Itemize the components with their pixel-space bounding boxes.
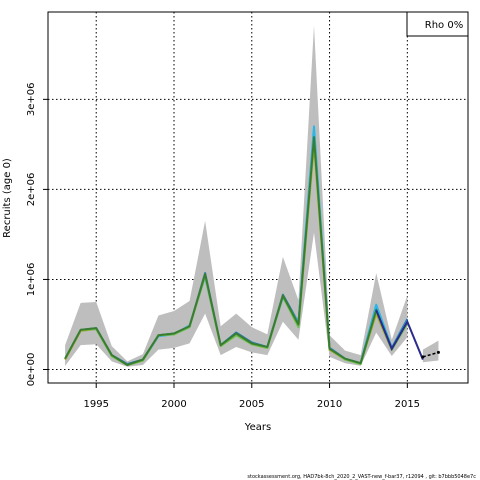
- legend-label: Rho 0%: [425, 20, 463, 31]
- legend: Rho 0%: [406, 11, 469, 37]
- forecast-point: [421, 355, 425, 359]
- confidence-band: [65, 25, 439, 367]
- x-tick-label: 1995: [83, 399, 108, 410]
- y-tick-label: 1e+06: [26, 263, 37, 297]
- x-axis: 1995 2000 2005 2010 2015: [83, 383, 420, 410]
- y-axis-label: Recruits (age 0): [2, 158, 13, 238]
- x-tick-label: 2010: [317, 399, 342, 410]
- x-axis-label: Years: [244, 422, 271, 433]
- x-tick-label: 2000: [161, 399, 186, 410]
- footer-credit: stockassessment.org, HAD7bk-8ch_2020_2_V…: [247, 474, 476, 480]
- y-axis: 0e+00 1e+06 2e+06 3e+06: [26, 83, 48, 387]
- y-tick-label: 2e+06: [26, 173, 37, 207]
- legend-box: [406, 11, 469, 37]
- plot-frame: [47, 11, 469, 384]
- x-tick-label: 2005: [239, 399, 264, 410]
- series-lines: [64, 125, 440, 366]
- forecast-point: [436, 350, 440, 354]
- terminal-line: [375, 309, 424, 360]
- y-tick-label: 0e+00: [26, 353, 37, 387]
- forecast-ci-band: [422, 340, 439, 363]
- series-line: [64, 136, 409, 366]
- forecast-line: [422, 351, 439, 358]
- ci-band: [65, 25, 408, 367]
- x-tick-label: 2015: [395, 399, 420, 410]
- y-tick-label: 3e+06: [26, 83, 37, 117]
